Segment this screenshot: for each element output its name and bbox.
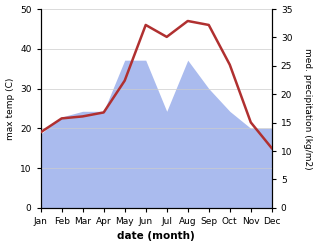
Y-axis label: med. precipitation (kg/m2): med. precipitation (kg/m2) (303, 48, 313, 169)
X-axis label: date (month): date (month) (117, 231, 195, 242)
Y-axis label: max temp (C): max temp (C) (5, 77, 15, 140)
